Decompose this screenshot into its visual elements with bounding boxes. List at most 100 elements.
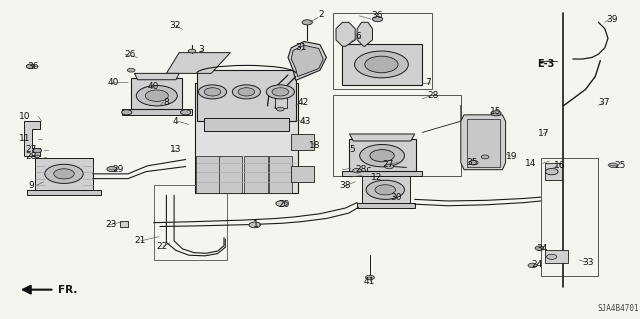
Text: 37: 37	[598, 98, 610, 107]
Text: SJA4B4701: SJA4B4701	[597, 304, 639, 313]
Circle shape	[272, 88, 289, 96]
Polygon shape	[467, 119, 500, 167]
Text: 28: 28	[26, 152, 37, 161]
Bar	[333, 95, 461, 176]
Text: 36: 36	[371, 11, 383, 20]
Text: 41: 41	[364, 277, 375, 286]
Circle shape	[127, 68, 135, 72]
Circle shape	[491, 111, 501, 116]
Circle shape	[107, 167, 117, 172]
Polygon shape	[291, 166, 314, 182]
Polygon shape	[196, 156, 220, 193]
Text: 27: 27	[383, 160, 394, 169]
Circle shape	[180, 110, 191, 115]
Circle shape	[198, 85, 227, 99]
Circle shape	[188, 49, 196, 53]
Text: 12: 12	[371, 173, 383, 182]
Text: 4: 4	[173, 117, 179, 126]
Circle shape	[365, 56, 398, 73]
Circle shape	[535, 246, 544, 250]
Text: 16: 16	[554, 161, 565, 170]
Text: 32: 32	[170, 21, 181, 30]
Text: 28c: 28c	[355, 165, 372, 174]
Circle shape	[545, 168, 558, 175]
Polygon shape	[362, 176, 410, 203]
Text: 5: 5	[349, 145, 355, 154]
Text: 11: 11	[19, 134, 31, 143]
Polygon shape	[291, 134, 314, 150]
Text: 27: 27	[26, 145, 37, 154]
Text: 36: 36	[28, 62, 39, 71]
Bar	[154, 185, 227, 260]
Polygon shape	[195, 83, 298, 193]
Polygon shape	[357, 203, 415, 208]
Polygon shape	[27, 190, 101, 195]
Circle shape	[375, 185, 396, 195]
Circle shape	[365, 275, 374, 280]
Polygon shape	[461, 115, 506, 170]
Circle shape	[547, 254, 557, 259]
Text: 33: 33	[582, 258, 594, 267]
Polygon shape	[120, 221, 128, 227]
Text: 2: 2	[318, 10, 324, 19]
Circle shape	[26, 64, 35, 69]
Text: 21: 21	[134, 236, 146, 245]
Polygon shape	[166, 53, 230, 73]
Text: 34: 34	[536, 244, 548, 253]
Text: 1: 1	[253, 220, 259, 229]
Polygon shape	[122, 109, 192, 115]
Text: 25: 25	[614, 161, 626, 170]
Text: 22: 22	[157, 242, 168, 251]
Polygon shape	[288, 41, 326, 80]
Circle shape	[360, 145, 404, 167]
Text: 6: 6	[355, 32, 361, 41]
Circle shape	[385, 164, 394, 169]
Text: 30: 30	[390, 193, 402, 202]
Text: 20: 20	[278, 200, 290, 209]
Circle shape	[276, 201, 287, 206]
Circle shape	[266, 85, 294, 99]
Circle shape	[353, 168, 362, 173]
Polygon shape	[197, 70, 296, 121]
Circle shape	[145, 90, 168, 101]
Text: 18: 18	[309, 141, 321, 150]
Text: 39: 39	[607, 15, 618, 24]
Circle shape	[372, 17, 383, 22]
Text: 13: 13	[170, 145, 181, 154]
Circle shape	[355, 51, 408, 78]
Text: 9: 9	[29, 181, 35, 189]
Circle shape	[136, 85, 177, 106]
Text: 23: 23	[106, 220, 117, 229]
Text: 15: 15	[490, 107, 501, 116]
Text: 17: 17	[538, 130, 549, 138]
Polygon shape	[349, 139, 416, 171]
Polygon shape	[342, 44, 422, 85]
Circle shape	[204, 88, 221, 96]
Circle shape	[609, 163, 618, 167]
Text: E-3: E-3	[538, 59, 555, 69]
Polygon shape	[269, 156, 292, 193]
Text: 7: 7	[426, 78, 431, 87]
Bar	[541, 158, 598, 276]
Circle shape	[54, 169, 74, 179]
Text: 43: 43	[300, 117, 311, 126]
Polygon shape	[244, 156, 268, 193]
Text: 24: 24	[531, 260, 543, 269]
Circle shape	[232, 85, 260, 99]
Text: 42: 42	[298, 98, 309, 107]
Polygon shape	[357, 22, 372, 46]
Polygon shape	[35, 158, 93, 190]
Circle shape	[469, 160, 478, 165]
Text: FR.: FR.	[58, 285, 77, 295]
Text: 29: 29	[112, 165, 124, 174]
Circle shape	[370, 150, 394, 162]
Circle shape	[33, 148, 42, 153]
Text: 40: 40	[147, 82, 159, 91]
Text: 40: 40	[108, 78, 119, 87]
Circle shape	[481, 155, 489, 159]
Polygon shape	[275, 97, 287, 108]
Polygon shape	[545, 250, 568, 263]
Circle shape	[122, 110, 132, 115]
Circle shape	[249, 222, 260, 228]
Polygon shape	[545, 163, 562, 180]
